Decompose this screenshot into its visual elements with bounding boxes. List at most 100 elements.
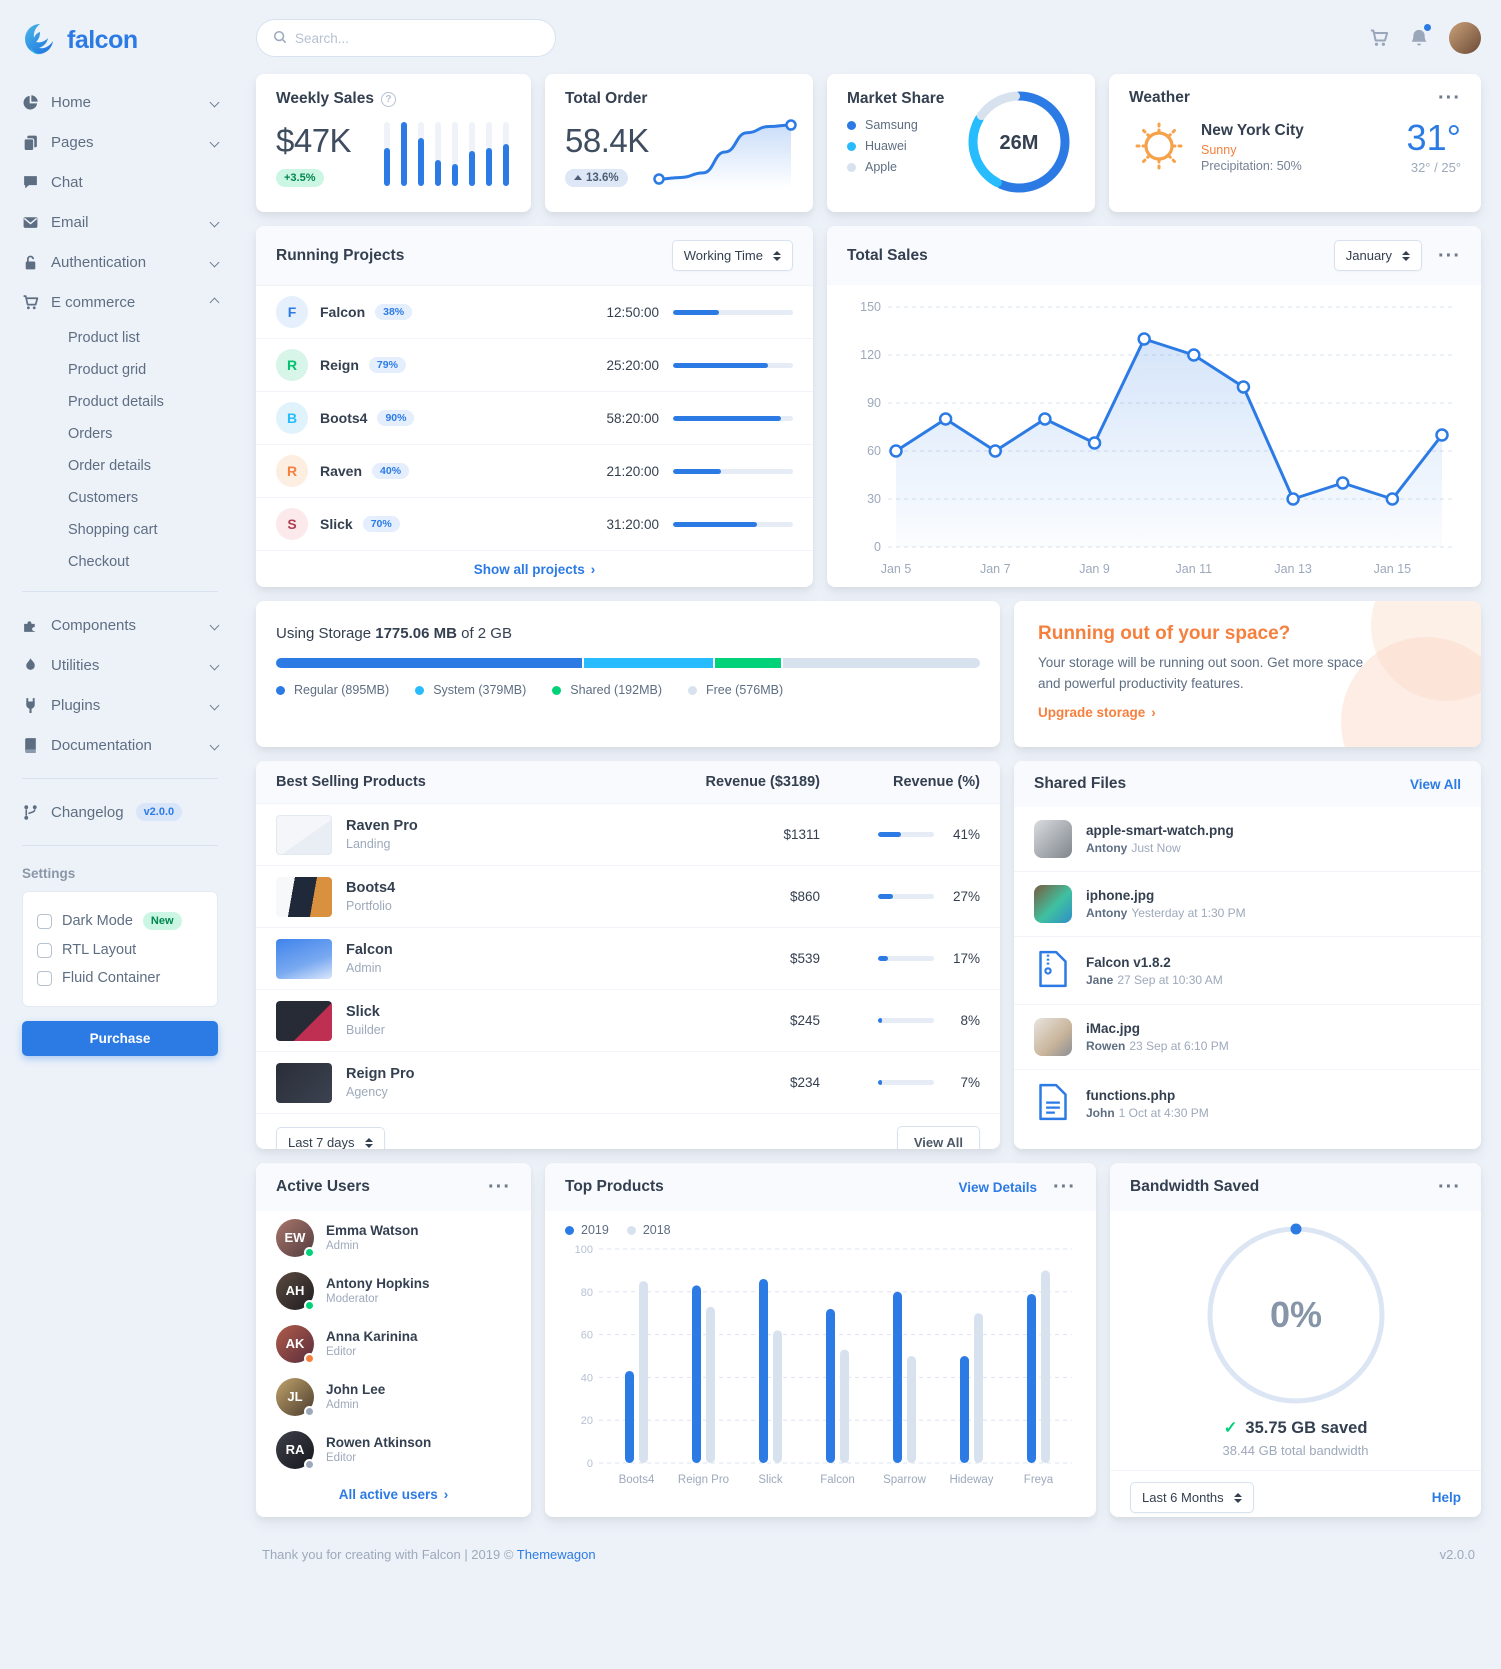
total-sales-menu-icon[interactable] — [1438, 246, 1461, 266]
user-avatar[interactable]: RA — [276, 1430, 315, 1470]
project-row-falcon: F Falcon 38% 12:50:00 — [256, 285, 813, 338]
sidebar-item-components[interactable]: Components — [22, 605, 226, 645]
last-6-months-select[interactable]: Last 6 Months — [1130, 1482, 1254, 1513]
user-avatar[interactable]: AK — [276, 1324, 315, 1364]
weather-menu-icon[interactable] — [1438, 88, 1461, 108]
sidebar-item-home[interactable]: Home — [22, 82, 226, 122]
month-select[interactable]: January — [1333, 240, 1423, 271]
file-name[interactable]: apple-smart-watch.png — [1086, 823, 1234, 838]
chevron-down-icon — [209, 740, 220, 750]
sidebar-item-pages[interactable]: Pages — [22, 122, 226, 162]
view-details-link[interactable]: View Details — [958, 1179, 1038, 1195]
file-name[interactable]: iMac.jpg — [1086, 1021, 1141, 1036]
sidebar-subitem-order-details[interactable]: Order details — [68, 458, 152, 474]
sidebar-item-e-commerce[interactable]: E commerce — [22, 282, 226, 322]
project-name[interactable]: Boots4 — [320, 410, 368, 426]
bandwidth-total: 38.44 GB total bandwidth — [1222, 1443, 1369, 1458]
user-name[interactable]: Rowen Atkinson — [326, 1435, 432, 1450]
user-name[interactable]: Antony Hopkins — [326, 1276, 430, 1291]
project-name[interactable]: Falcon — [320, 304, 366, 320]
product-name[interactable]: Reign Pro — [346, 1066, 415, 1082]
bell-icon[interactable] — [1409, 24, 1431, 48]
sidebar-subitem-product-grid[interactable]: Product grid — [68, 362, 147, 378]
working-time-select[interactable]: Working Time — [671, 240, 793, 271]
project-name[interactable]: Raven — [320, 463, 363, 479]
user-avatar[interactable]: JL — [276, 1377, 315, 1417]
sidebar-subitem-shopping-cart[interactable]: Shopping cart — [68, 522, 158, 538]
help-icon[interactable] — [380, 91, 396, 107]
chevron-down-icon — [209, 97, 220, 107]
chat-icon — [22, 174, 39, 191]
file-name[interactable]: functions.php — [1086, 1087, 1176, 1103]
file-name[interactable]: iphone.jpg — [1086, 888, 1155, 903]
sidebar-item-email[interactable]: Email — [22, 202, 226, 242]
search-input[interactable] — [295, 30, 539, 46]
chevron-down-icon — [209, 660, 220, 670]
legend-item-2018[interactable]: 2018 — [626, 1223, 671, 1237]
best-selling-list: Raven Pro Landing $1311 41% Boots4 Portfolio $… — [256, 803, 1000, 1113]
weekly-bar — [435, 122, 441, 186]
sidebar-item-documentation[interactable]: Documentation — [22, 725, 226, 765]
legend-item-2019[interactable]: 2019 — [565, 1223, 609, 1237]
product-name[interactable]: Raven Pro — [346, 818, 418, 834]
falcon-logo[interactable]: falcon — [22, 12, 226, 68]
product-name[interactable]: Boots4 — [346, 880, 396, 896]
sidebar-item-changelog[interactable]: Changelog v2.0.0 — [22, 792, 226, 832]
user-avatar[interactable] — [1449, 22, 1481, 54]
cart-icon[interactable] — [1369, 28, 1389, 48]
total-order-value: 58.4K — [565, 121, 649, 159]
active-users-menu-icon[interactable] — [488, 1177, 511, 1197]
top-products-chart: 0 20 40 60 80 100 Boots4 Reign Pro Slick Falcon Sp… — [545, 1239, 1096, 1494]
user-name[interactable]: Anna Karinina — [326, 1329, 418, 1344]
file-name[interactable]: Falcon v1.8.2 — [1086, 954, 1171, 970]
all-active-users-link[interactable]: All active users — [339, 1487, 449, 1502]
user-name[interactable]: John Lee — [326, 1382, 386, 1397]
sidebar-subitem-checkout[interactable]: Checkout — [68, 554, 130, 570]
product-thumbnail — [276, 814, 332, 855]
sidebar-item-chat[interactable]: Chat — [22, 162, 226, 202]
product-name[interactable]: Falcon — [346, 942, 393, 958]
sidebar-subitem-customers[interactable]: Customers — [68, 490, 139, 506]
project-percent-badge: 40% — [372, 463, 410, 479]
bandwidth-menu-icon[interactable] — [1438, 1177, 1461, 1197]
last-7-days-select[interactable]: Last 7 days — [276, 1127, 385, 1149]
setting-rtl-layout[interactable]: RTL Layout — [37, 936, 203, 964]
product-category: Agency — [346, 1085, 388, 1099]
product-percent: 17% — [952, 951, 980, 966]
project-progress-bar — [673, 309, 793, 315]
svg-text:30: 30 — [867, 492, 881, 506]
checkbox[interactable] — [37, 913, 52, 929]
checkbox[interactable] — [37, 970, 52, 986]
user-avatar[interactable]: EW — [276, 1218, 315, 1258]
user-avatar[interactable]: AH — [276, 1271, 315, 1311]
themewagon-link[interactable]: Themewagon — [516, 1547, 596, 1562]
project-name[interactable]: Slick — [320, 516, 353, 532]
upgrade-storage-link[interactable]: Upgrade storage — [1038, 705, 1156, 720]
sidebar-item-plugins[interactable]: Plugins — [22, 685, 226, 725]
svg-text:0: 0 — [587, 1458, 593, 1470]
top-products-menu-icon[interactable] — [1053, 1177, 1076, 1197]
purchase-button[interactable]: Purchase — [22, 1021, 218, 1056]
view-all-button[interactable]: View All — [896, 1126, 980, 1149]
code-branch-icon — [22, 804, 39, 821]
sidebar-subitem-product-list[interactable]: Product list — [68, 330, 140, 346]
svg-text:Slick: Slick — [758, 1474, 783, 1486]
product-name[interactable]: Slick — [346, 1004, 380, 1020]
user-name[interactable]: Emma Watson — [326, 1223, 419, 1238]
product-percent: 27% — [952, 889, 980, 904]
checkbox[interactable] — [37, 942, 52, 958]
sidebar-subitem-orders[interactable]: Orders — [68, 426, 113, 442]
weather-temp: 31° — [1406, 117, 1461, 158]
help-link[interactable]: Help — [1431, 1490, 1461, 1505]
shared-files-view-all-link[interactable]: View All — [1409, 776, 1461, 792]
sidebar-subitem-product-details[interactable]: Product details — [68, 394, 164, 410]
revenue-progress-bar — [878, 894, 934, 899]
project-name[interactable]: Reign — [320, 357, 359, 373]
show-all-projects-link[interactable]: Show all projects — [474, 562, 596, 577]
setting-fluid-container[interactable]: Fluid Container — [37, 964, 203, 992]
sort-caret-icon — [1234, 1493, 1242, 1503]
project-progress-bar — [673, 362, 793, 368]
setting-dark-mode[interactable]: Dark Mode New — [37, 906, 203, 936]
sidebar-item-authentication[interactable]: Authentication — [22, 242, 226, 282]
sidebar-item-utilities[interactable]: Utilities — [22, 645, 226, 685]
